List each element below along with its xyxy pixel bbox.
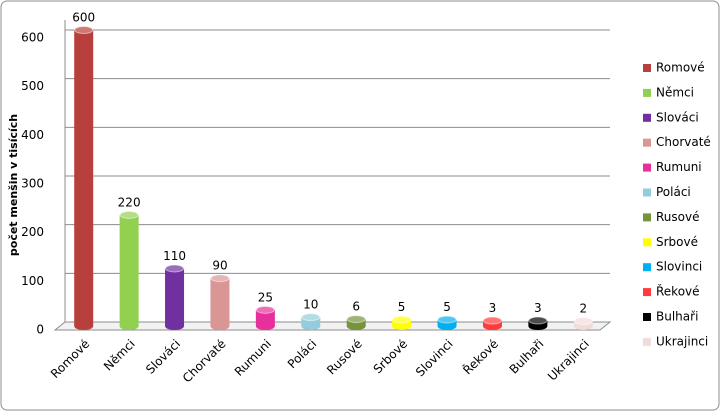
bar-top-shine (301, 313, 320, 321)
y-tick-label: 300 (21, 177, 44, 191)
legend-swatch (643, 213, 651, 222)
bar-top (119, 210, 139, 219)
bar-top-shine (165, 264, 184, 272)
legend-swatch (643, 138, 651, 147)
bar-top-shine (392, 316, 411, 324)
bar-top (255, 305, 275, 314)
value-label: 600 (72, 11, 95, 25)
legend-label: Němci (656, 85, 694, 99)
legend-label: Poláci (656, 185, 691, 199)
legend-swatch (643, 163, 651, 172)
legend-swatch (643, 88, 651, 97)
legend-swatch (643, 313, 651, 321)
bar-top (392, 315, 412, 324)
value-label: 5 (443, 300, 451, 314)
legend-label: Romové (656, 61, 705, 75)
bar-top-shine (574, 317, 593, 325)
y-tick-label: 100 (21, 274, 44, 288)
bar-top (165, 264, 185, 273)
bar-top-shine (483, 317, 502, 325)
bar-top-shine (438, 316, 457, 324)
legend-label: Řekové (656, 284, 700, 299)
value-label: 3 (534, 301, 542, 315)
value-label: 110 (163, 249, 186, 263)
bar-top (437, 315, 457, 324)
value-label: 3 (489, 301, 497, 315)
bar-top (573, 317, 593, 326)
bar (165, 268, 185, 330)
bar-top (301, 313, 321, 322)
value-label: 220 (118, 195, 141, 209)
bar-top-shine (256, 306, 275, 314)
bar-top-shine (120, 211, 139, 219)
y-tick-label: 0 (36, 323, 44, 337)
y-tick-label: 200 (21, 225, 44, 239)
bar-top (528, 316, 548, 325)
legend-label: Srbové (656, 235, 698, 249)
legend-swatch (643, 288, 651, 297)
bar (210, 278, 230, 330)
legend-swatch (643, 113, 651, 122)
y-tick-label: 400 (21, 128, 44, 142)
value-label: 5 (398, 300, 406, 314)
bar (119, 214, 139, 330)
bar-top-shine (210, 274, 229, 282)
legend-label: Slovinci (656, 260, 702, 274)
y-tick-label: 500 (21, 79, 44, 93)
value-label: 10 (303, 298, 318, 312)
bar (74, 29, 94, 330)
bar-top (346, 315, 366, 324)
legend-swatch (643, 263, 651, 272)
bar-top (74, 26, 94, 34)
legend-label: Chorvaté (656, 135, 711, 149)
bar-top-shine (74, 26, 93, 34)
y-axis-title: počet menšin v tisících (7, 114, 20, 256)
value-label: 90 (212, 259, 227, 273)
legend-label: Rumuni (656, 160, 702, 174)
legend-label: Slováci (656, 110, 699, 124)
y-tick-label: 600 (21, 31, 44, 45)
bar-top (210, 274, 230, 283)
value-label: 25 (258, 290, 273, 304)
legend-swatch (643, 337, 651, 346)
legend-swatch (643, 64, 651, 72)
bar-top-shine (347, 315, 366, 323)
legend-label: Bulhaři (656, 310, 698, 324)
bar-top-shine (528, 317, 547, 325)
legend-label: Ukrajinci (656, 334, 708, 348)
bar-top (482, 316, 502, 325)
legend-swatch (643, 188, 651, 197)
value-label: 6 (352, 300, 360, 314)
value-label: 2 (579, 302, 587, 316)
legend-swatch (643, 238, 651, 247)
legend-label: Rusové (656, 210, 699, 224)
